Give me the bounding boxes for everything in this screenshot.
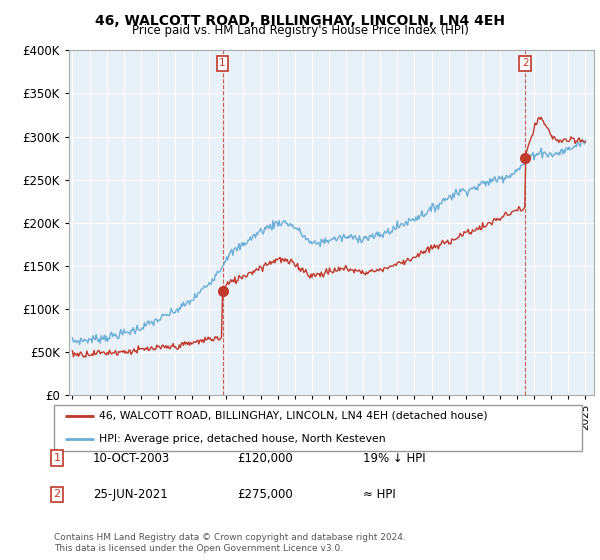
Text: ≈ HPI: ≈ HPI xyxy=(363,488,396,501)
Text: £275,000: £275,000 xyxy=(237,488,293,501)
Text: 2: 2 xyxy=(53,489,61,500)
Text: Price paid vs. HM Land Registry's House Price Index (HPI): Price paid vs. HM Land Registry's House … xyxy=(131,24,469,37)
Text: Contains HM Land Registry data © Crown copyright and database right 2024.
This d: Contains HM Land Registry data © Crown c… xyxy=(54,533,406,553)
Text: 2: 2 xyxy=(522,58,529,68)
Text: 46, WALCOTT ROAD, BILLINGHAY, LINCOLN, LN4 4EH: 46, WALCOTT ROAD, BILLINGHAY, LINCOLN, L… xyxy=(95,14,505,28)
FancyBboxPatch shape xyxy=(54,405,582,451)
Text: £120,000: £120,000 xyxy=(237,451,293,465)
Text: 1: 1 xyxy=(219,58,226,68)
Text: 46, WALCOTT ROAD, BILLINGHAY, LINCOLN, LN4 4EH (detached house): 46, WALCOTT ROAD, BILLINGHAY, LINCOLN, L… xyxy=(99,411,488,421)
Text: 19% ↓ HPI: 19% ↓ HPI xyxy=(363,451,425,465)
Text: 25-JUN-2021: 25-JUN-2021 xyxy=(93,488,168,501)
Text: HPI: Average price, detached house, North Kesteven: HPI: Average price, detached house, Nort… xyxy=(99,434,386,444)
Text: 1: 1 xyxy=(53,453,61,463)
Text: 10-OCT-2003: 10-OCT-2003 xyxy=(93,451,170,465)
